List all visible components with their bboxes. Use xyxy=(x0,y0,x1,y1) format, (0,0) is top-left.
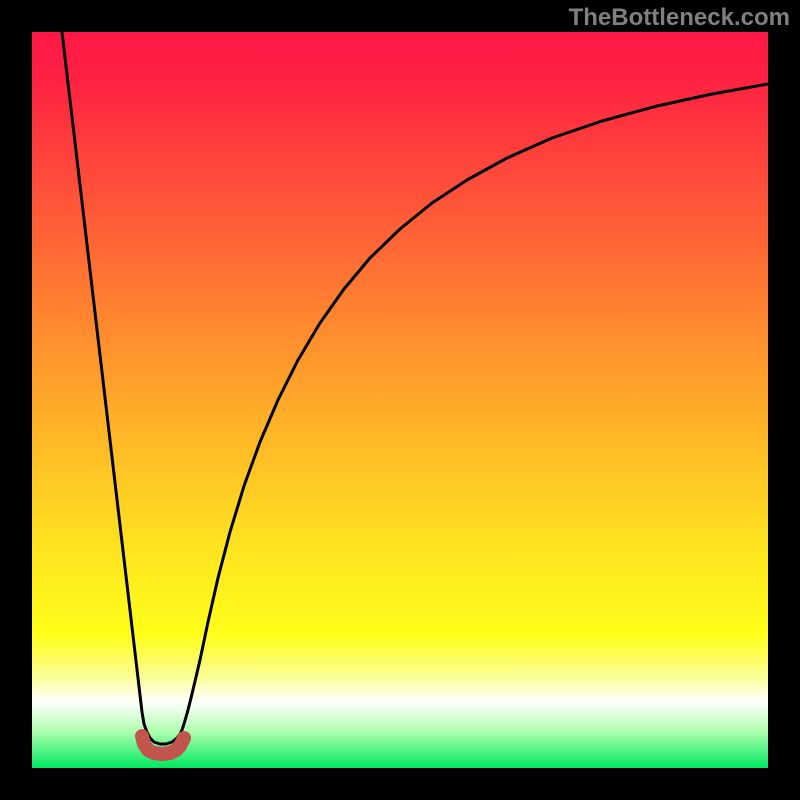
watermark-text: TheBottleneck.com xyxy=(569,4,790,32)
gradient-background xyxy=(32,32,768,768)
plot-area xyxy=(32,32,768,768)
chart-container: TheBottleneck.com xyxy=(0,0,800,800)
chart-svg xyxy=(32,32,768,768)
